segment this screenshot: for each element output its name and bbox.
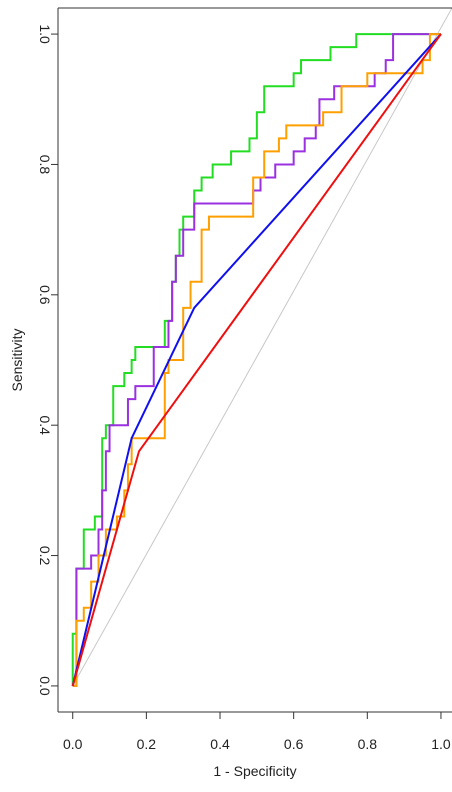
axes: 0.0 0.2 0.4 0.6 0.8 1.0 0.0 0.2 0.4 0.6 0.8 1.0: [37, 7, 452, 752]
roc-curve-3: [72, 33, 441, 687]
x-tick-label: 0.6: [284, 736, 304, 752]
y-axis-title: Sensitivity: [9, 328, 25, 391]
roc-curve-2: [72, 33, 441, 687]
y-tick-label: 0.6: [37, 285, 53, 305]
x-tick-label: 0.4: [210, 736, 230, 752]
roc-curve-4: [71, 33, 442, 687]
reference-diagonal: [72, 8, 452, 687]
y-tick-label: 1.0: [37, 24, 53, 44]
x-tick-label: 0.2: [137, 736, 157, 752]
y-tick-label: 0.8: [37, 155, 53, 175]
y-tick-label: 0.4: [37, 415, 53, 435]
plot-area: [71, 8, 452, 687]
y-tick-label: 0.2: [37, 546, 53, 566]
x-axis-title: 1 - Specificity: [213, 763, 296, 779]
y-tick-label: 0.0: [37, 676, 53, 696]
x-tick-label: 1.0: [431, 736, 451, 752]
x-tick-label: 0.8: [358, 736, 378, 752]
x-tick-label: 0.0: [63, 736, 83, 752]
roc-curve-5: [71, 33, 442, 687]
